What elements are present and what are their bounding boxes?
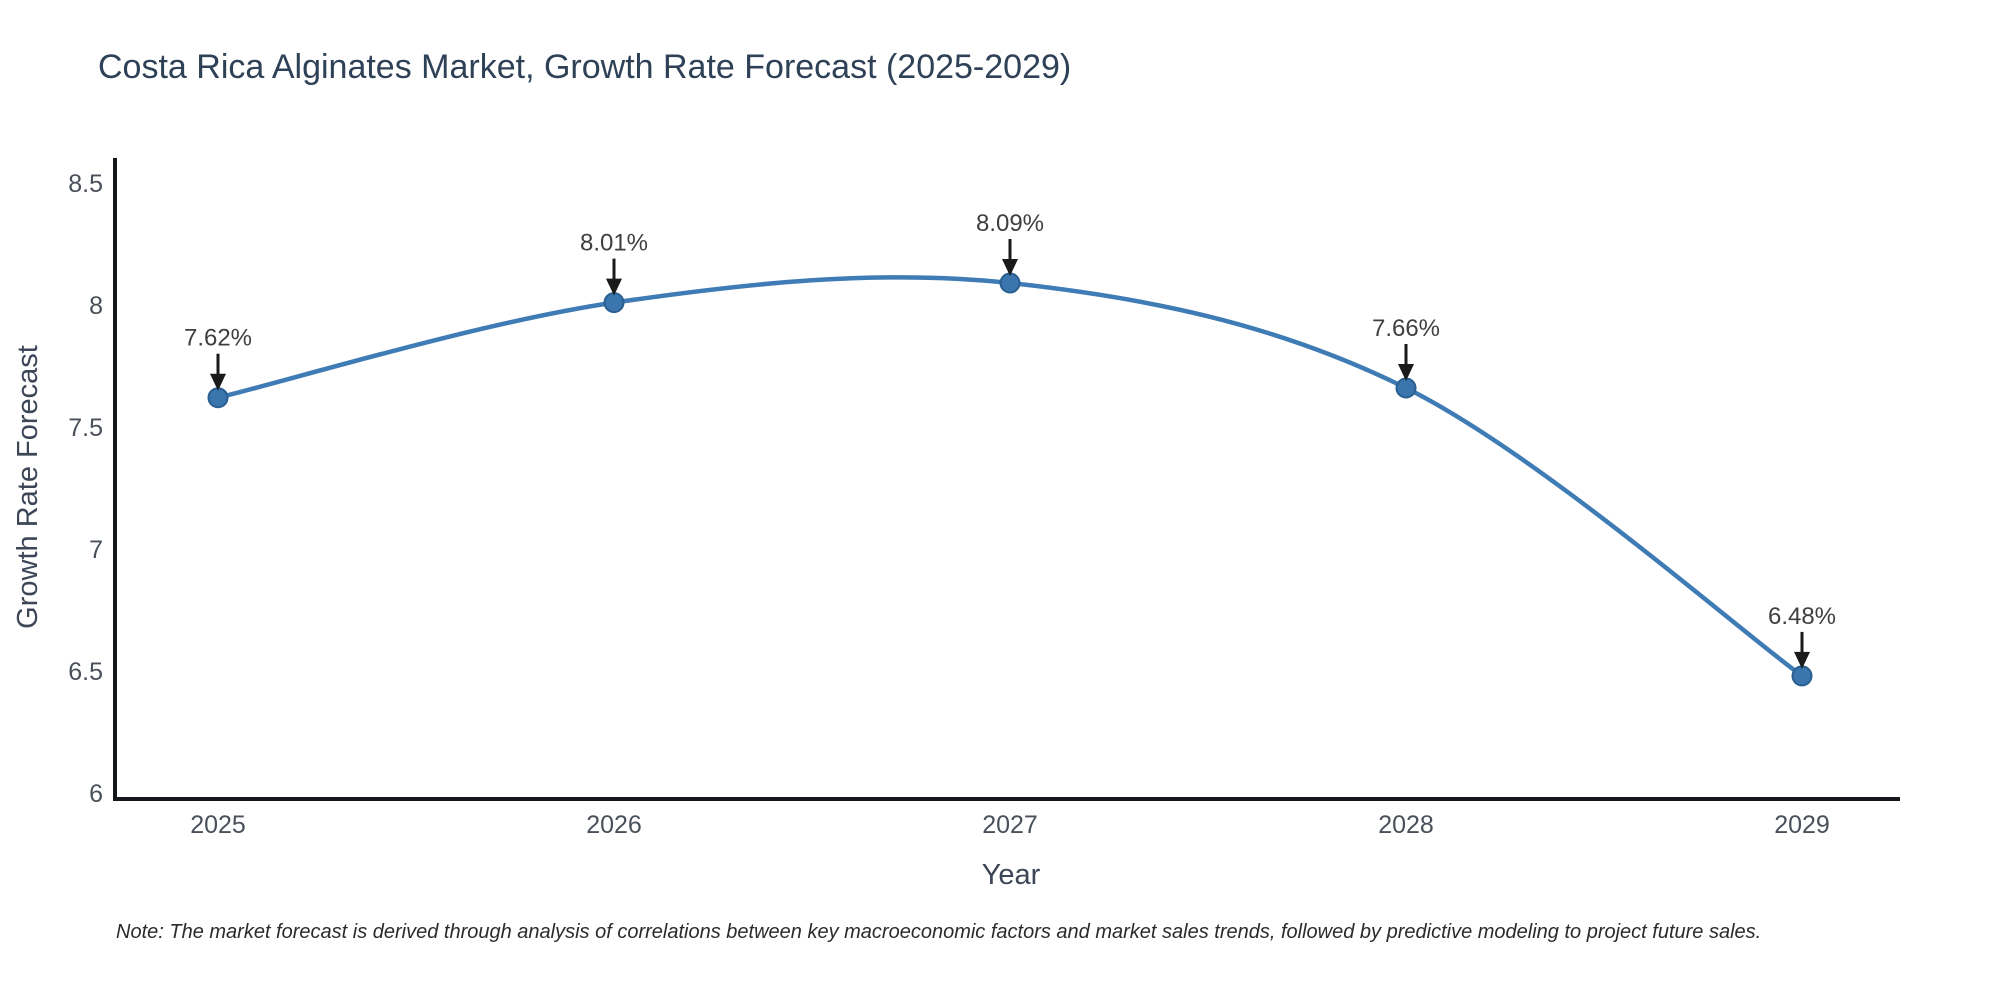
y-tick-label: 6 xyxy=(89,780,103,808)
y-tick-label: 6.5 xyxy=(68,658,103,686)
annotation-arrowhead xyxy=(210,373,226,391)
x-tick-label: 2026 xyxy=(586,811,642,839)
axis-lines xyxy=(113,158,1900,801)
point-label-2028: 7.66% xyxy=(1372,315,1440,342)
x-axis-title: Year xyxy=(982,859,1041,891)
annotation-arrowhead xyxy=(1794,651,1810,669)
y-axis-title: Growth Rate Forecast xyxy=(12,345,44,629)
plot-area: 6 6.5 7 7.5 8 8.5 2025 2026 2027 2028 2029 7.62% 8.0… xyxy=(68,158,1900,839)
chart-title: Costa Rica Alginates Market, Growth Rate… xyxy=(98,48,1071,86)
annotation-arrowhead xyxy=(606,278,622,296)
annotation-arrowhead xyxy=(1002,259,1018,276)
data-point-2028 xyxy=(1395,377,1417,399)
footnote: Note: The market forecast is derived thr… xyxy=(116,921,1761,943)
data-point-2029 xyxy=(1791,665,1813,687)
y-tick-label: 8.5 xyxy=(68,170,103,198)
data-point-2025 xyxy=(207,387,229,409)
y-tick-label: 7 xyxy=(89,536,103,564)
data-point-2027 xyxy=(999,272,1021,294)
data-point-2026 xyxy=(603,292,625,314)
x-tick-label: 2029 xyxy=(1774,811,1830,839)
y-tick-label: 8 xyxy=(89,292,103,320)
y-tick-label: 7.5 xyxy=(68,414,103,442)
x-tick-label: 2028 xyxy=(1378,811,1434,839)
x-tick-label: 2027 xyxy=(982,811,1038,839)
trend-line xyxy=(215,275,1805,679)
annotation-arrowhead xyxy=(1398,364,1414,381)
point-label-2029: 6.48% xyxy=(1768,603,1836,630)
point-label-2025: 7.62% xyxy=(184,325,252,352)
point-label-2027: 8.09% xyxy=(976,210,1044,237)
point-label-2026: 8.01% xyxy=(580,230,648,257)
x-tick-label: 2025 xyxy=(190,811,246,839)
